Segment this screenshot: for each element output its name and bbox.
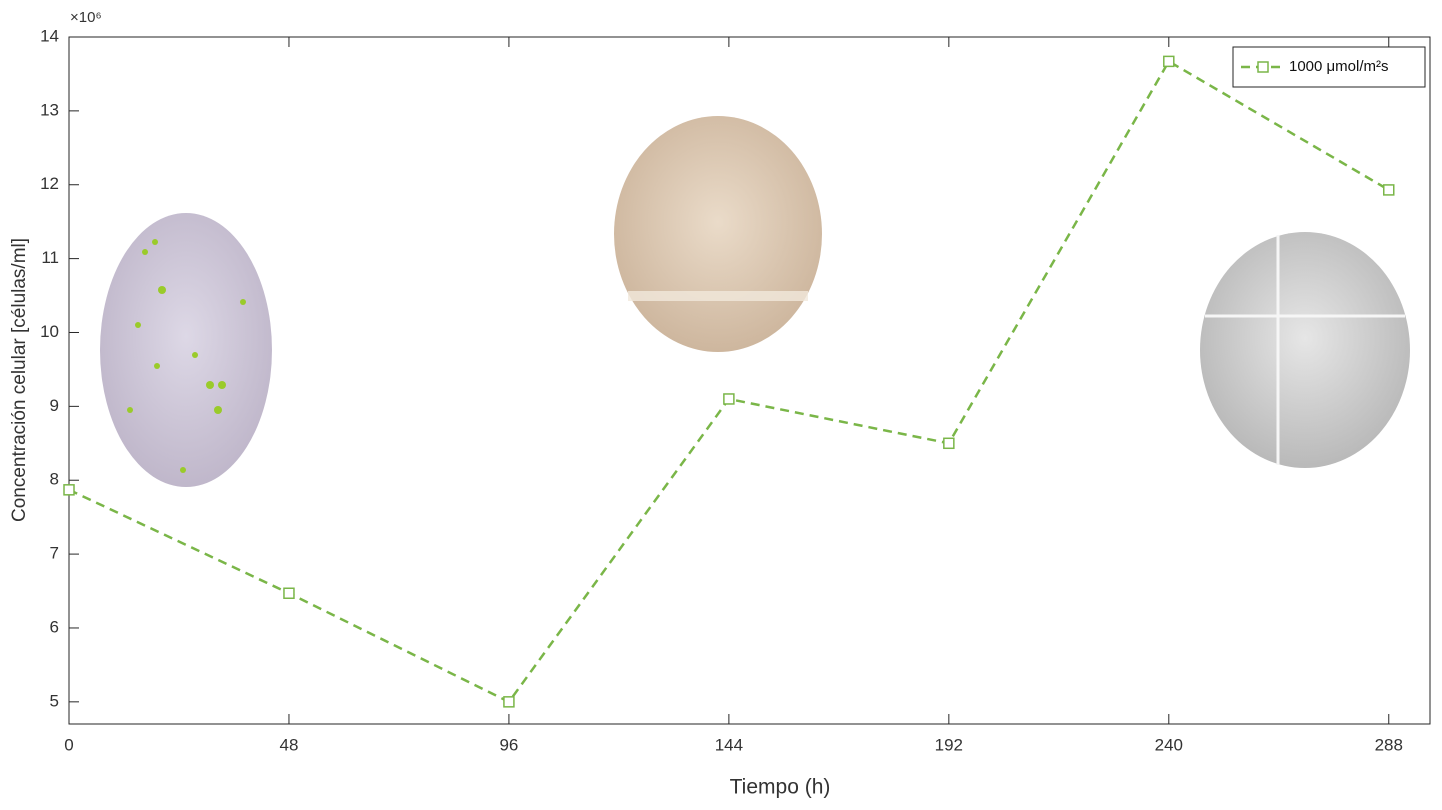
data-marker bbox=[724, 394, 734, 404]
y-tick-label: 5 bbox=[50, 691, 59, 710]
y-tick-label: 12 bbox=[40, 174, 59, 193]
data-marker bbox=[504, 697, 514, 707]
micrograph bbox=[614, 116, 822, 352]
x-tick-label: 0 bbox=[64, 735, 73, 754]
data-marker bbox=[1164, 56, 1174, 66]
grid-stripe bbox=[628, 291, 808, 301]
legend-marker bbox=[1258, 62, 1268, 72]
x-tick-label: 288 bbox=[1375, 735, 1403, 754]
y-tick-label: 10 bbox=[40, 322, 59, 341]
x-tick-label: 144 bbox=[715, 735, 743, 754]
y-tick-label: 9 bbox=[50, 396, 59, 415]
y-multiplier: ×10⁶ bbox=[70, 9, 102, 26]
micrograph bbox=[1200, 232, 1410, 468]
x-tick-label: 96 bbox=[499, 735, 518, 754]
x-tick-label: 48 bbox=[279, 735, 298, 754]
micrographs bbox=[100, 116, 1410, 487]
y-tick-label: 14 bbox=[40, 26, 59, 45]
x-tick-label: 192 bbox=[935, 735, 963, 754]
y-axis-label: Concentración celular [células/ml] bbox=[9, 238, 30, 522]
x-axis-label: Tiempo (h) bbox=[730, 776, 831, 799]
legend-label: 1000 μmol/m²s bbox=[1289, 58, 1389, 75]
y-tick-label: 6 bbox=[50, 617, 59, 636]
data-marker bbox=[1384, 185, 1394, 195]
chart: Tiempo (h) Concentración celular [célula… bbox=[0, 0, 1442, 805]
data-marker bbox=[284, 588, 294, 598]
data-marker bbox=[64, 485, 74, 495]
y-tick-label: 8 bbox=[50, 470, 59, 489]
y-tick-label: 13 bbox=[40, 100, 59, 119]
data-marker bbox=[944, 438, 954, 448]
x-tick-label: 240 bbox=[1155, 735, 1183, 754]
micrograph bbox=[100, 213, 272, 487]
y-tick-label: 11 bbox=[41, 248, 59, 267]
y-tick-label: 7 bbox=[50, 544, 59, 563]
